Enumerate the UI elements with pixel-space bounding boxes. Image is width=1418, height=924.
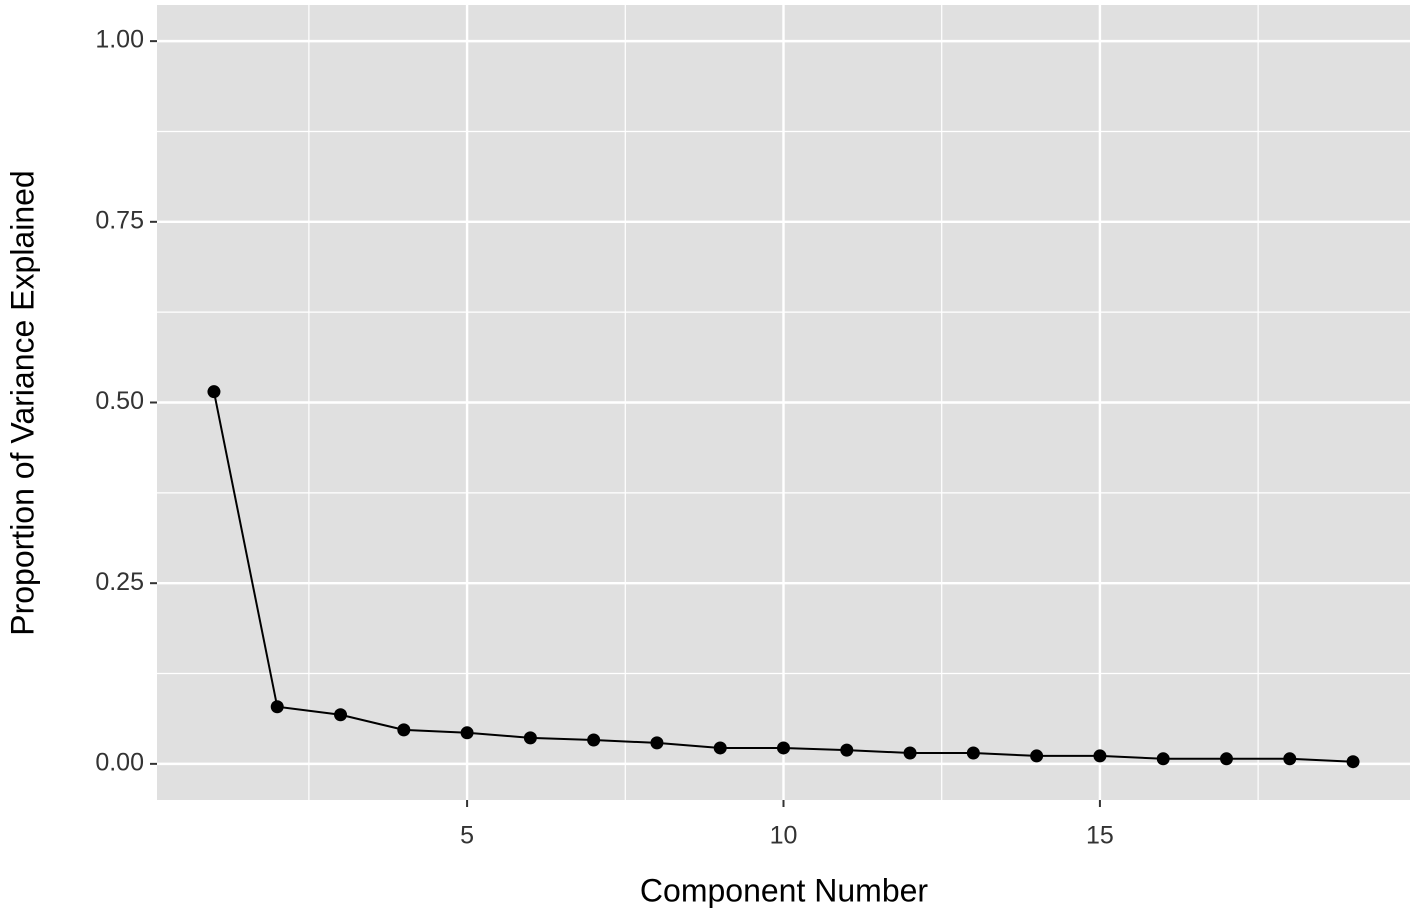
data-point: [966, 746, 980, 760]
data-point: [650, 736, 664, 750]
data-point: [334, 708, 348, 722]
data-point: [713, 741, 727, 755]
data-point: [270, 700, 284, 714]
data-point: [777, 741, 790, 755]
data-point: [1219, 752, 1233, 766]
data-point: [397, 723, 411, 737]
data-point: [523, 731, 537, 745]
x-tick-label: 5: [460, 822, 474, 850]
y-tick-label: 0.25: [95, 568, 144, 596]
data-point: [1156, 752, 1170, 766]
y-axis-title: Proportion of Variance Explained: [4, 170, 40, 635]
data-point: [1346, 755, 1360, 769]
y-tick-label: 0.00: [95, 748, 144, 776]
data-point: [587, 733, 601, 747]
data-point: [1030, 749, 1044, 763]
data-point: [460, 726, 474, 740]
y-tick-label: 0.50: [95, 387, 144, 415]
data-point: [207, 385, 221, 399]
x-tick-label: 10: [770, 822, 798, 850]
x-tick-label: 15: [1086, 822, 1114, 850]
data-point: [1283, 752, 1297, 766]
data-point: [840, 743, 854, 757]
y-tick-label: 0.75: [95, 206, 144, 234]
y-tick-label: 1.00: [95, 26, 144, 54]
data-point: [903, 746, 917, 760]
x-axis-title: Component Number: [640, 872, 928, 908]
data-point: [1093, 749, 1107, 763]
